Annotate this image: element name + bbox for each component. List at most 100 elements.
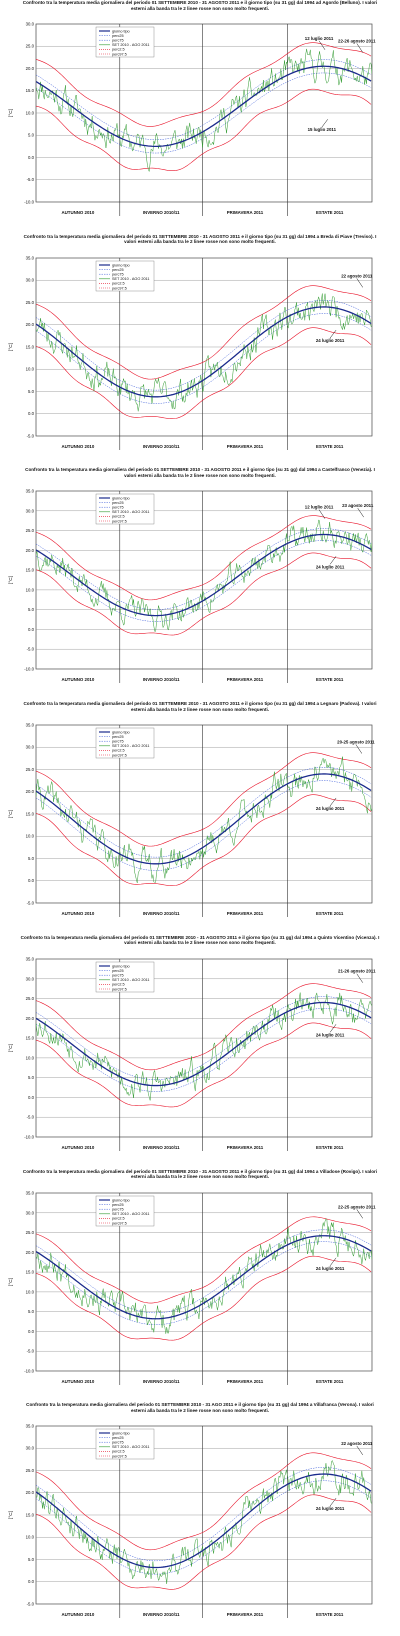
season-label: INVERNO 2010/11 xyxy=(143,210,180,215)
y-tick-label: 30.0 xyxy=(26,1210,35,1215)
legend xyxy=(95,961,155,992)
y-tick-label: 25.0 xyxy=(26,996,35,1001)
annotation-label: 12 luglio 2011 xyxy=(305,36,334,41)
y-tick-label: -5.0 xyxy=(27,647,35,652)
series-perc25 xyxy=(36,1240,372,1325)
legend xyxy=(95,26,155,58)
annotation-arrow xyxy=(321,119,329,128)
series-perc97-5 xyxy=(36,1216,372,1303)
y-tick-label: -10.0 xyxy=(24,1134,34,1139)
y-axis-label: [°C] xyxy=(8,1510,14,1519)
y-tick-label: -10.0 xyxy=(24,199,34,204)
series-perc2-5 xyxy=(36,1022,372,1108)
legend-entry: perc2.5 xyxy=(112,281,125,285)
season-label: ESTATE 2011 xyxy=(316,210,344,215)
season-label: ESTATE 2011 xyxy=(316,444,344,449)
y-tick-label: 15.0 xyxy=(26,812,35,817)
legend-entry: perc25 xyxy=(112,1202,124,1206)
legend xyxy=(95,1428,155,1460)
series-observed xyxy=(36,992,372,1101)
y-axis-label: [°C] xyxy=(8,1277,14,1286)
series-perc2-5 xyxy=(36,1494,372,1590)
season-label: AUTUNNO 2010 xyxy=(61,677,94,682)
annotation-label: 21-26 agosto 2011 xyxy=(338,969,376,974)
season-label: ESTATE 2011 xyxy=(316,677,344,682)
y-tick-label: 5.0 xyxy=(28,608,35,613)
series-perc75 xyxy=(36,299,372,391)
y-tick-label: 10.0 xyxy=(26,1535,35,1540)
legend-entry: giorno tipo xyxy=(112,1198,130,1202)
y-axis-label: [°C] xyxy=(8,1043,14,1052)
y-tick-label: 20.0 xyxy=(26,1016,35,1021)
annotation-arrow xyxy=(329,797,337,807)
series-observed xyxy=(36,1460,372,1585)
temperature-chart: 35.0 30.0 25.0 20.0 15.0 10.0 5.0 0.0 -5.0 [°C] AU… xyxy=(8,723,375,918)
legend-entry: SET 2010 - AGO 2011 xyxy=(112,510,149,514)
annotation-label: 22-25 agosto 2011 xyxy=(338,1204,376,1209)
series-perc97-5 xyxy=(36,285,372,380)
series-perc75 xyxy=(36,1229,372,1313)
chart-title: Confronto tra la temperatura media giorn… xyxy=(26,1402,374,1413)
series-observed xyxy=(36,293,372,412)
series-perc2-5 xyxy=(36,553,372,636)
annotation-arrow xyxy=(355,744,363,754)
season-label: PRIMAVERA 2011 xyxy=(227,210,264,215)
legend-entry: perc97.5 xyxy=(112,753,127,757)
series-perc97-5 xyxy=(36,42,372,127)
y-tick-label: 35.0 xyxy=(26,256,35,260)
chart-panel: Confronto tra la temperatura media giorn… xyxy=(0,0,400,234)
y-tick-label: 30.0 xyxy=(26,22,35,26)
chart-title: Confronto tra la temperatura media giorn… xyxy=(25,467,375,478)
y-tick-label: 10.0 xyxy=(26,1055,35,1060)
chart-title: Confronto tra la temperatura media giorn… xyxy=(22,0,378,11)
annotation-arrow xyxy=(356,1208,363,1218)
season-label: PRIMAVERA 2011 xyxy=(227,1145,264,1150)
y-tick-label: 20.0 xyxy=(26,548,35,553)
annotation-arrow xyxy=(356,1445,363,1456)
y-tick-label: 0.0 xyxy=(28,1328,35,1333)
annotation-arrow xyxy=(318,40,326,50)
y-axis-label: [°C] xyxy=(8,809,14,818)
y-tick-label: 10.0 xyxy=(26,366,35,371)
temperature-chart: 35.0 30.0 25.0 20.0 15.0 10.0 5.0 0.0 -5.0 -10.0 [… xyxy=(8,489,374,684)
annotation-label: 22 agosto 2011 xyxy=(341,1441,373,1446)
legend-entry: giorno tipo xyxy=(112,497,130,501)
season-label: PRIMAVERA 2011 xyxy=(227,444,264,449)
chart-panel: Confronto tra la temperatura media giorn… xyxy=(0,1402,400,1636)
annotation-label: 22-26 agosto 2011 xyxy=(338,38,376,43)
y-tick-label: 20.0 xyxy=(26,322,35,327)
legend-entry: SET 2010 - AGO 2011 xyxy=(112,1212,149,1216)
season-label: ESTATE 2011 xyxy=(316,1145,344,1150)
annotation-arrow xyxy=(329,1023,337,1033)
series-perc75 xyxy=(36,767,372,858)
series-perc97-5 xyxy=(36,515,372,601)
legend-entry: perc75 xyxy=(112,506,124,510)
legend-entry: perc25 xyxy=(112,1436,124,1440)
legend-entry: perc75 xyxy=(112,740,124,744)
legend-entry: perc97.5 xyxy=(112,1454,127,1458)
series-giorno-tipo xyxy=(36,305,372,398)
y-tick-label: 15.0 xyxy=(26,344,35,349)
annotation-arrow xyxy=(329,1257,337,1266)
legend-entry: perc97.5 xyxy=(112,520,127,524)
legend-entry: perc2.5 xyxy=(112,1216,125,1220)
y-tick-label: 25.0 xyxy=(26,44,35,49)
annotation-arrow xyxy=(356,973,363,983)
y-tick-label: 20.0 xyxy=(26,1490,35,1495)
series-perc75 xyxy=(36,996,372,1080)
annotation-label: 12 luglio 2011 xyxy=(305,505,334,510)
series-perc25 xyxy=(36,72,372,154)
chart-title: Confronto tra la temperatura media giorn… xyxy=(23,701,377,712)
y-tick-label: 35.0 xyxy=(26,1424,35,1428)
y-tick-label: 0.0 xyxy=(28,155,35,160)
y-tick-label: 25.0 xyxy=(26,1468,35,1473)
legend-entry: perc97.5 xyxy=(112,987,127,991)
annotation-label: 22 agosto 2011 xyxy=(341,273,373,278)
plot-area xyxy=(35,1192,373,1371)
temperature-chart: 35.0 30.0 25.0 20.0 15.0 10.0 5.0 0.0 -5.0 [°C] AU… xyxy=(8,1424,373,1619)
series-perc2-5 xyxy=(36,1255,372,1340)
legend-entry: giorno tipo xyxy=(112,1431,130,1435)
series-perc97-5 xyxy=(36,1452,372,1551)
y-tick-label: 30.0 xyxy=(26,277,35,282)
y-tick-label: 5.0 xyxy=(28,1075,35,1080)
